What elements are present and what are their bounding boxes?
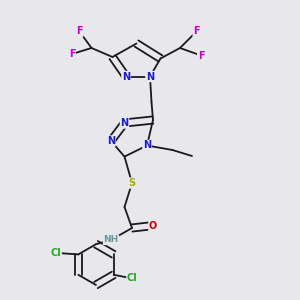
Text: N: N [143, 140, 151, 151]
Text: F: F [69, 49, 75, 59]
Text: Cl: Cl [127, 273, 138, 284]
Text: N: N [120, 118, 129, 128]
Text: N: N [107, 136, 115, 146]
Text: F: F [76, 26, 83, 37]
Text: N: N [146, 71, 154, 82]
Text: F: F [198, 50, 204, 61]
Text: S: S [128, 178, 136, 188]
Text: Cl: Cl [50, 248, 61, 258]
Text: NH: NH [103, 236, 118, 244]
Text: F: F [193, 26, 200, 37]
Text: N: N [122, 71, 130, 82]
Text: O: O [149, 220, 157, 231]
